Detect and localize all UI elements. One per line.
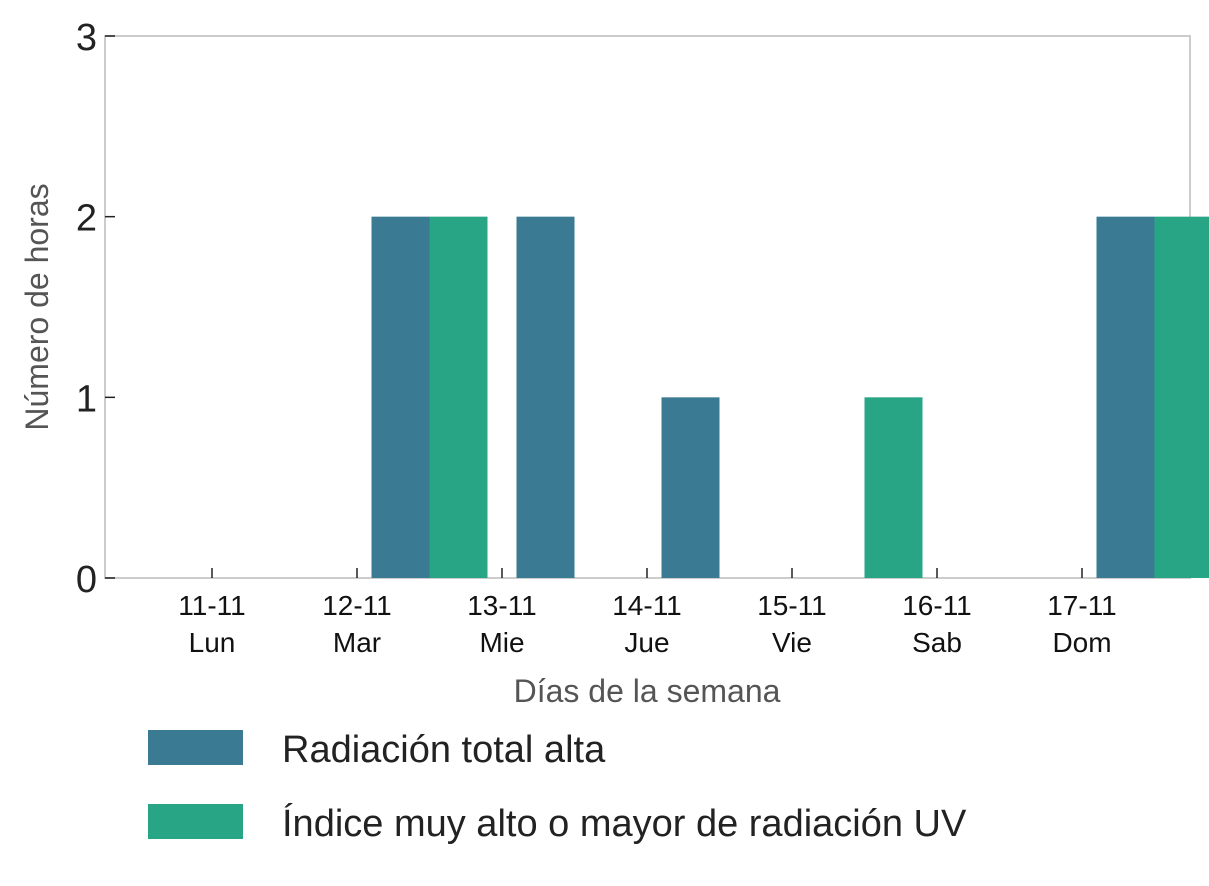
legend-label-2: Índice muy alto o mayor de radiación UV: [282, 802, 967, 845]
y-tick-label: 0: [76, 559, 97, 601]
bar-series-1-12-11: [371, 216, 430, 578]
bar-series-2-17-11: [1154, 216, 1209, 578]
x-tick-label-day: Mar: [333, 627, 381, 658]
x-tick-label-day: Jue: [624, 627, 669, 658]
y-tick-label: 2: [76, 198, 97, 240]
legend-swatch-2: [148, 804, 243, 839]
x-tick-label-date: 14-11: [612, 590, 682, 621]
bar-series-1-17-11: [1096, 216, 1155, 578]
bar-series-1-14-11: [661, 397, 720, 578]
y-tick-label: 3: [76, 17, 97, 59]
plot-frame: [104, 35, 1191, 579]
bar-series-2-12-11: [429, 216, 488, 578]
bar-series-2-15-11: [864, 397, 923, 578]
x-tick-label-date: 11-11: [178, 590, 245, 621]
x-tick-label-date: 15-11: [757, 590, 827, 621]
x-tick-label-date: 16-11: [902, 590, 972, 621]
y-axis-title: Número de horas: [19, 183, 55, 430]
x-tick-label-date: 17-11: [1047, 590, 1117, 621]
x-tick-label-day: Dom: [1052, 627, 1111, 658]
x-tick-label-day: Vie: [772, 627, 812, 658]
legend: Radiación total alta Índice muy alto o ma…: [148, 729, 967, 845]
x-tick-label-day: Lun: [189, 627, 236, 658]
y-axis: 0 1 2 3: [76, 17, 115, 601]
x-tick-label-date: 13-11: [467, 590, 537, 621]
y-tick-label: 1: [76, 378, 97, 420]
legend-label-1: Radiación total alta: [282, 729, 606, 771]
bar-series-1-13-11: [516, 216, 575, 578]
legend-swatch-1: [148, 730, 243, 765]
x-tick-label-date: 12-11: [322, 590, 392, 621]
bars-layer: [371, 216, 1209, 578]
x-axis: 11-11 Lun 12-11 Mar 13-11 Mie 14-11 Jue 15-11 Vie…: [178, 568, 1117, 658]
x-axis-title: Días de la semana: [514, 673, 781, 709]
x-tick-label-day: Sab: [912, 627, 962, 658]
x-tick-label-day: Mie: [479, 627, 524, 658]
